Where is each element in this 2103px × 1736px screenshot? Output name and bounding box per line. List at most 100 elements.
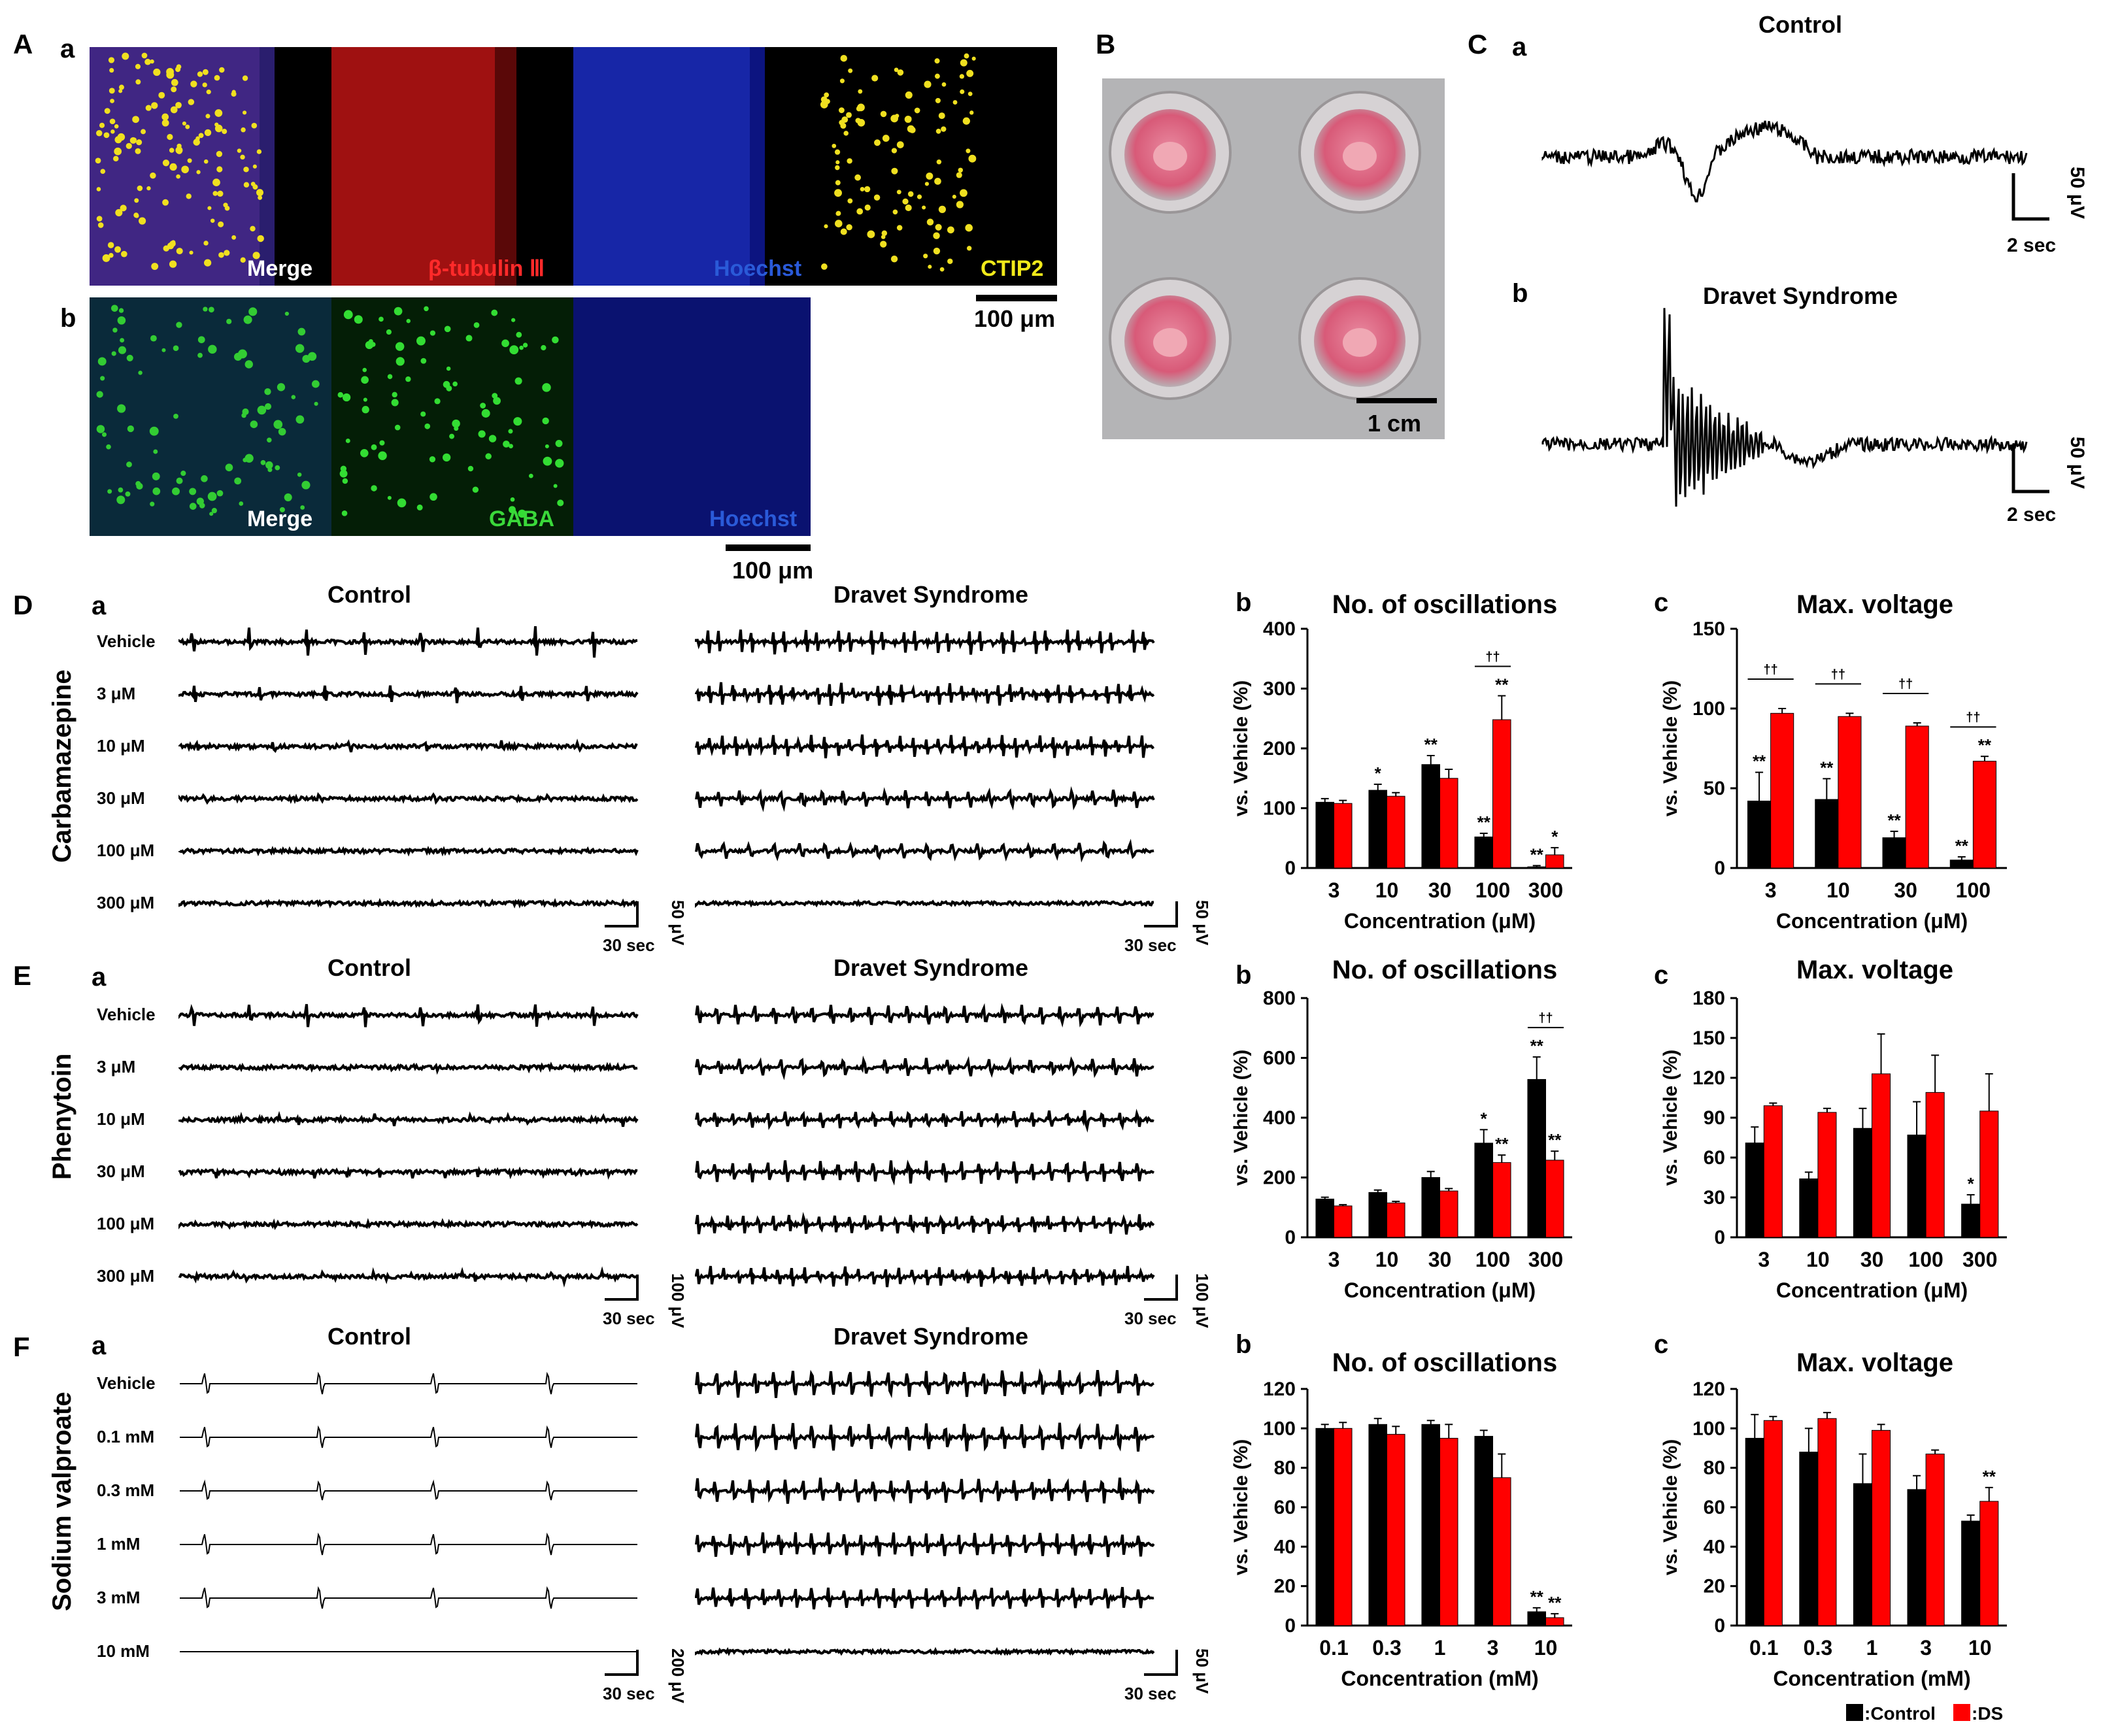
scale-amp-control: 200 μV [668, 1648, 688, 1704]
label-gaba: GABA [489, 507, 554, 531]
cell-dot [480, 403, 486, 409]
trace-control [178, 897, 638, 909]
cell-dot [962, 117, 970, 125]
cell-dot [177, 143, 182, 149]
cell-dot [112, 327, 118, 333]
cell-dot [509, 444, 513, 449]
x-axis-label: Concentration (μM) [1776, 909, 1968, 933]
chart-sub-letter: b [1236, 1330, 1251, 1359]
cell-dot [542, 383, 551, 392]
cell-dot [100, 376, 105, 381]
y-tick-label: 150 [1692, 1027, 1725, 1049]
cell-dot [126, 142, 132, 149]
y-tick-label: 80 [1274, 1458, 1296, 1479]
cell-dot [958, 167, 964, 173]
y-tick-label: 120 [1692, 1378, 1725, 1400]
cell-dot [834, 149, 841, 155]
cell-dot [938, 112, 945, 120]
cell-dot [169, 260, 177, 268]
cell-dot [896, 190, 901, 195]
significance-mark: ** [1477, 812, 1491, 832]
cell-dot [935, 128, 941, 134]
cell-dot [371, 444, 377, 450]
cell-dot [258, 195, 263, 200]
panel-letter-C: C [1468, 29, 1487, 59]
cell-dot [110, 129, 115, 134]
cell-dot [824, 92, 830, 98]
cell-dot [971, 56, 976, 61]
cell-dot [362, 406, 369, 414]
cell-dot [864, 186, 871, 193]
cell-dot [843, 131, 849, 136]
cell-dot [250, 225, 256, 232]
cell-dot [848, 68, 853, 73]
C-scale-time-b: 2 sec [2007, 504, 2056, 526]
chart-Fc: c Max. voltage 0 20 40 60 80 100 120 vs. Vehicle … [1654, 1330, 2007, 1690]
cell-dot [967, 92, 973, 97]
scale-time-ds: 30 sec [1124, 1309, 1177, 1328]
bar-ds [1817, 1112, 1837, 1238]
cell-dot [126, 354, 133, 361]
cell-dot [185, 124, 190, 129]
cell-dot [841, 116, 849, 123]
y-tick-label: 100 [1263, 1418, 1296, 1439]
cell-dot [846, 112, 852, 118]
y-tick-label: 0 [1714, 858, 1725, 879]
cell-dot [109, 68, 114, 73]
cell-dot [503, 441, 510, 448]
significance-mark: ** [1530, 1587, 1544, 1607]
cell-dot [214, 75, 220, 81]
bar-ds [1838, 716, 1862, 869]
cell-dot [867, 230, 875, 239]
cell-dot [960, 59, 967, 67]
x-tick-label: 100 [1475, 878, 1510, 902]
cell-dot [151, 102, 158, 109]
cell-dot [97, 357, 107, 366]
cell-dot [935, 224, 942, 231]
cell-dot [354, 315, 363, 324]
image-gaba [331, 297, 573, 536]
cell-dot [923, 254, 928, 259]
cell-dot [934, 178, 941, 185]
trace-control [180, 1532, 637, 1556]
cell-dot [873, 194, 881, 201]
cell-dot [100, 169, 106, 174]
cell-dot [939, 267, 945, 272]
cell-dot [267, 467, 273, 473]
cell-dot [492, 393, 498, 399]
x-tick-label: 10 [1806, 1248, 1830, 1271]
cell-dot [106, 444, 111, 450]
cell-dot [917, 194, 922, 199]
cell-dot [214, 109, 223, 117]
cell-dot [256, 189, 263, 197]
trace-ds [695, 1265, 1155, 1288]
cell-dot [240, 154, 245, 160]
cell-dot [542, 417, 549, 425]
bar-ds [1439, 1437, 1458, 1626]
chart-Db: b No. of oscillations 0 100 200 300 400 vs. Veh… [1230, 588, 1572, 933]
cell-dot [212, 178, 220, 187]
bar-control [1799, 1452, 1819, 1626]
cell-dot [511, 318, 516, 322]
cell-dot [116, 495, 126, 505]
significance-mark: ** [1887, 810, 1901, 830]
cell-dot [102, 254, 110, 262]
y-tick-label: 200 [1263, 738, 1296, 760]
cell-dot [300, 505, 305, 510]
group-label-ds: Dravet Syndrome [833, 581, 1028, 608]
cell-dot [216, 166, 223, 173]
cell-dot [224, 250, 230, 256]
significance-mark: ** [1530, 844, 1544, 864]
cell-dot [446, 366, 451, 371]
micrograph-row-a: Merge β-tubulin Ⅲ Hoechst CTIP2 [90, 47, 1057, 286]
cell-dot [922, 205, 926, 210]
C-scale-amp-b: 50 μV [2066, 437, 2088, 489]
cell-dot [446, 385, 452, 392]
cell-dot [173, 413, 178, 419]
concentration-label: 3 μM [97, 1057, 135, 1077]
cell-dot [153, 449, 158, 454]
cell-dot [856, 208, 864, 215]
label-ctip2: CTIP2 [981, 256, 1043, 281]
x-tick-label: 3 [1920, 1636, 1932, 1660]
